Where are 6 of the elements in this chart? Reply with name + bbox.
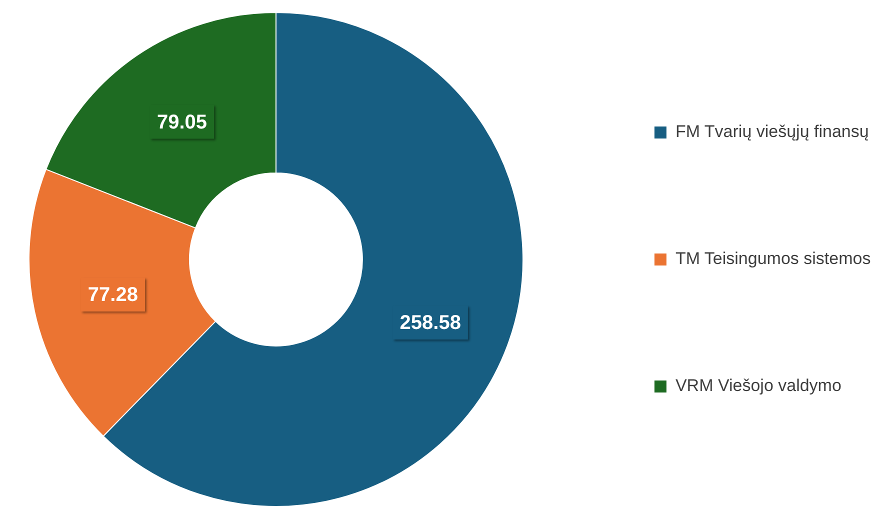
legend-label: VRM Viešojo valdymo	[675, 376, 842, 396]
data-label: 258.58	[400, 312, 461, 334]
data-label: 77.28	[88, 284, 138, 306]
legend-label: FM Tvarių viešųjų finansų	[675, 122, 869, 142]
legend-label: TM Teisingumos sistemos	[675, 249, 871, 268]
data-label: 79.05	[157, 111, 208, 134]
